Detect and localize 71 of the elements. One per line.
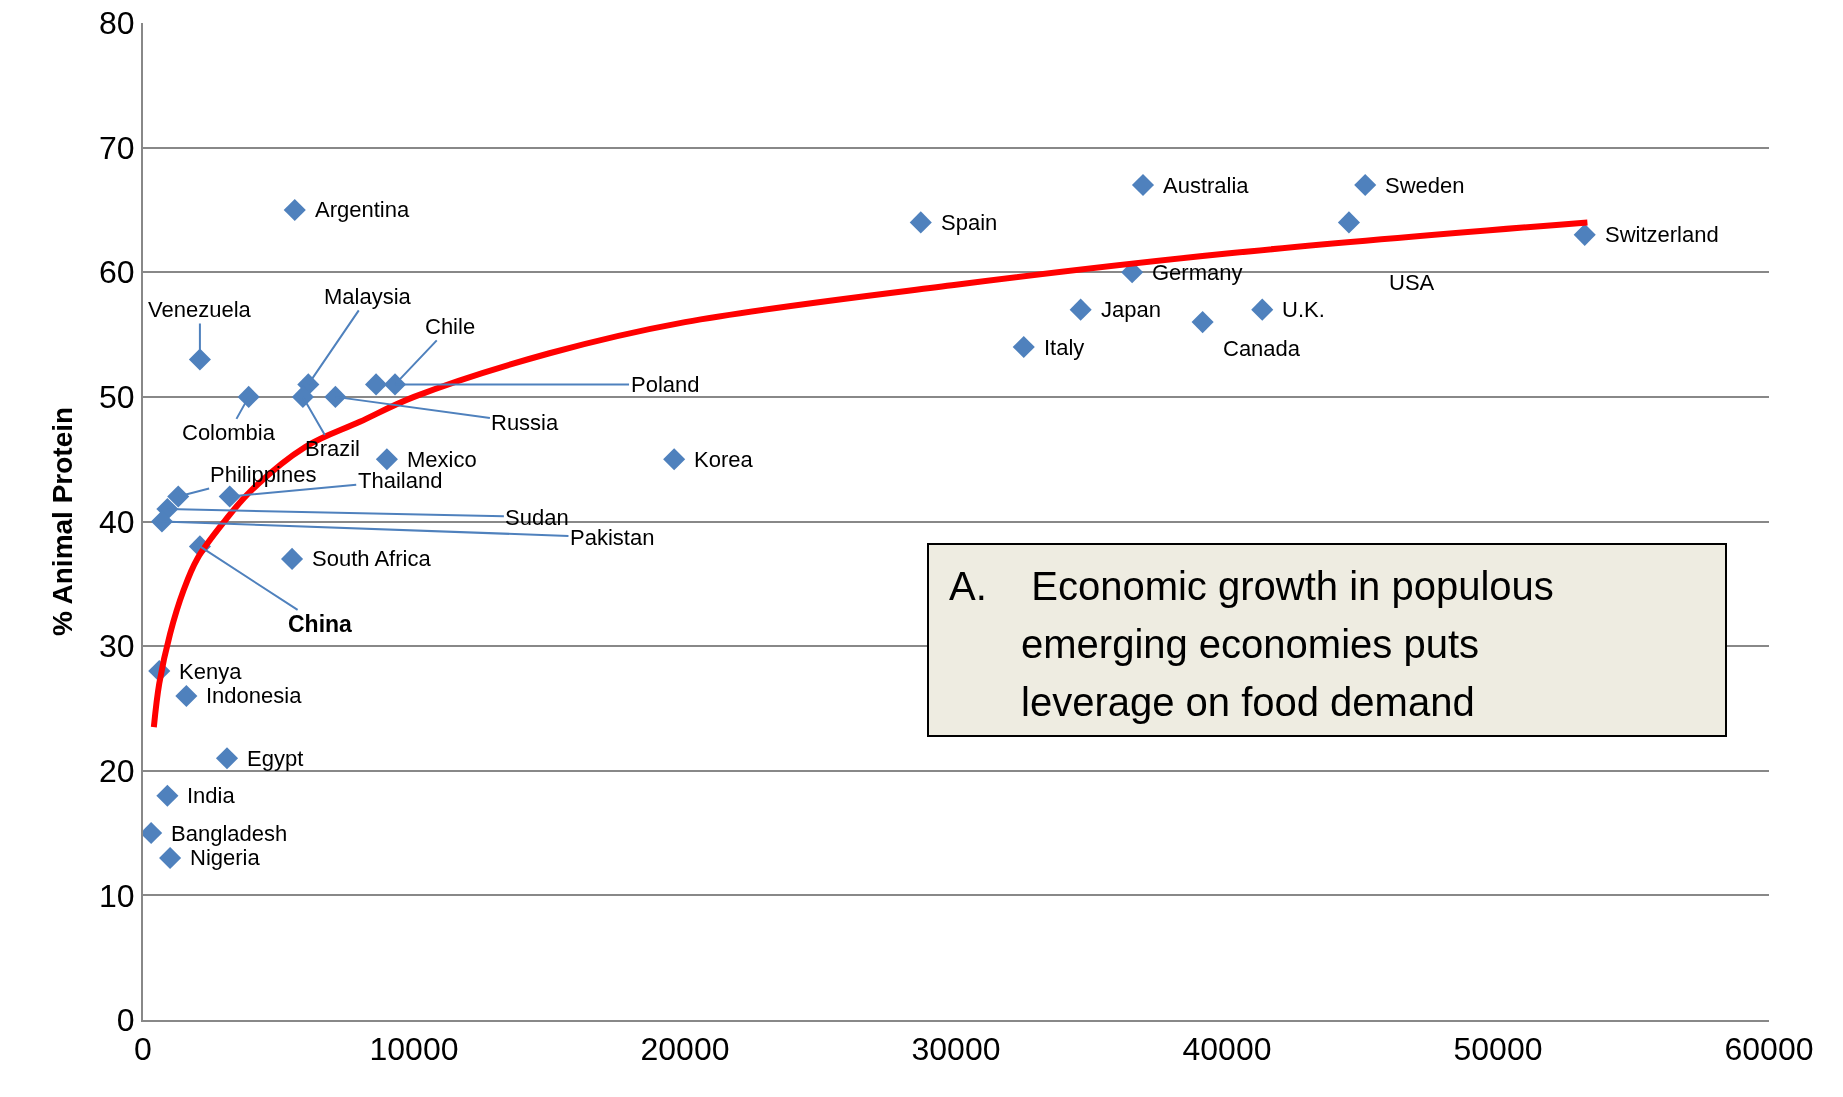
- annotation: Germany: [1152, 260, 1243, 285]
- annotation: Switzerland: [1605, 222, 1719, 247]
- point: [218, 485, 241, 508]
- y-tick-label: 10: [99, 877, 135, 914]
- annotation: China: [288, 611, 353, 637]
- annotation: Brazil: [305, 436, 361, 461]
- annotation: USA: [1389, 270, 1435, 295]
- annotation: Argentina: [315, 197, 410, 222]
- annotation: Poland: [631, 372, 700, 397]
- point: [281, 547, 304, 570]
- point: [1573, 223, 1596, 246]
- point: [1131, 173, 1155, 197]
- point: [188, 348, 211, 371]
- annotation: Canada: [1223, 336, 1301, 361]
- point: [324, 385, 347, 408]
- y-tick-label: 0: [116, 1002, 135, 1039]
- point: [1012, 335, 1035, 359]
- point: [1337, 211, 1360, 234]
- x-tick-label: 30000: [911, 1031, 1001, 1068]
- annotation: Venezuela: [148, 297, 252, 322]
- point: [365, 373, 388, 396]
- text-box: A. Economic growth in populous emerging economies puts leverage on food demand: [927, 543, 1727, 737]
- x-tick-label: 40000: [1182, 1031, 1272, 1068]
- point: [663, 448, 686, 471]
- y-tick-label: 80: [99, 5, 135, 42]
- point: [1069, 298, 1092, 321]
- annotation: Indonesia: [206, 683, 303, 708]
- y-tick-label: 70: [99, 129, 135, 166]
- point: [375, 448, 398, 471]
- x-tick-label: 10000: [369, 1031, 459, 1068]
- annotation: Egypt: [247, 746, 304, 771]
- point: [175, 684, 198, 708]
- x-tick-label: 20000: [640, 1031, 730, 1068]
- y-tick-label: 40: [99, 503, 135, 540]
- annotation: Italy: [1044, 335, 1085, 360]
- annotation: Nigeria: [190, 845, 261, 870]
- point: [215, 747, 239, 770]
- annotation: Sudan: [505, 505, 569, 530]
- y-tick-label: 60: [99, 254, 135, 291]
- y-axis-title: % Animal Protein: [47, 406, 79, 637]
- annotation: Japan: [1101, 297, 1161, 322]
- point: [283, 198, 306, 221]
- annotation: Colombia: [182, 420, 276, 445]
- annotation: Spain: [941, 210, 998, 235]
- annotation: Kenya: [179, 659, 243, 684]
- point: [156, 784, 179, 807]
- x-tick-label: 50000: [1453, 1031, 1543, 1068]
- point: [1251, 298, 1274, 321]
- point: [237, 385, 260, 408]
- annotation: Bangladesh: [171, 821, 288, 846]
- y-tick-label: 20: [99, 752, 135, 789]
- point: [150, 510, 174, 533]
- point: [291, 385, 314, 408]
- point: [1354, 173, 1377, 197]
- y-tick-label: 30: [99, 628, 135, 665]
- point: [909, 211, 932, 234]
- annotation: U.K.: [1282, 297, 1325, 322]
- annotation: South Africa: [312, 546, 432, 571]
- annotation: Pakistan: [570, 525, 655, 550]
- annotation: Russia: [491, 410, 560, 435]
- annotation: Australia: [1163, 173, 1250, 198]
- annotation: India: [187, 783, 236, 808]
- x-tick-label: 60000: [1724, 1031, 1814, 1068]
- annotation: Korea: [694, 447, 754, 472]
- point: [159, 846, 182, 870]
- annotation: Malaysia: [324, 284, 412, 309]
- annotation: Chile: [425, 314, 476, 339]
- point: [1191, 311, 1214, 334]
- y-tick-label: 50: [99, 379, 135, 416]
- point: [167, 485, 190, 508]
- annotation: Sweden: [1385, 173, 1465, 198]
